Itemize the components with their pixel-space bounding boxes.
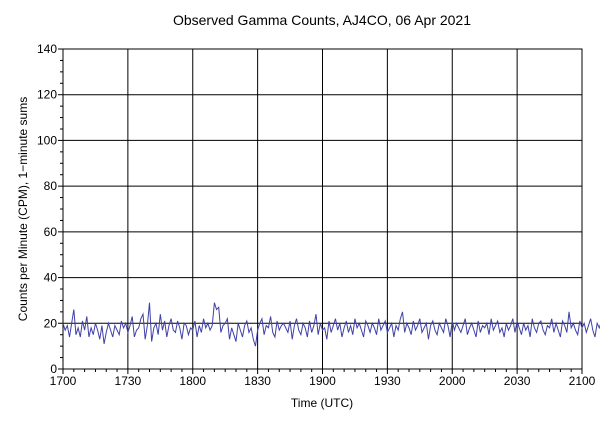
- y-tick-label: 0: [50, 362, 57, 376]
- x-axis-label: Time (UTC): [291, 396, 353, 410]
- chart-title: Observed Gamma Counts, AJ4CO, 06 Apr 202…: [173, 12, 471, 28]
- x-tick-label: 2100: [569, 374, 596, 388]
- y-tick-label: 60: [44, 225, 58, 239]
- x-tick-label: 1830: [244, 374, 271, 388]
- x-tick-label: 1800: [179, 374, 206, 388]
- y-tick-label: 80: [44, 179, 58, 193]
- x-tick-label: 1900: [309, 374, 336, 388]
- x-tick-label: 2000: [439, 374, 466, 388]
- y-tick-label: 140: [37, 42, 57, 56]
- x-tick-label: 1930: [374, 374, 401, 388]
- x-tick-label: 1730: [115, 374, 142, 388]
- y-axis: 0 20 40 60 80 100 120 140: [37, 42, 63, 376]
- x-axis: 1700 1730 1800 1830 1900 1930 2000 2030 2100: [50, 369, 596, 388]
- y-tick-label: 100: [37, 133, 57, 147]
- y-tick-label: 20: [44, 316, 58, 330]
- y-tick-label: 40: [44, 271, 58, 285]
- y-axis-label: Counts per Minute (CPM), 1−minute sums: [16, 97, 30, 321]
- x-tick-label: 1700: [50, 374, 77, 388]
- y-tick-label: 120: [37, 88, 57, 102]
- x-tick-label: 2030: [504, 374, 531, 388]
- series-line: [62, 302, 600, 347]
